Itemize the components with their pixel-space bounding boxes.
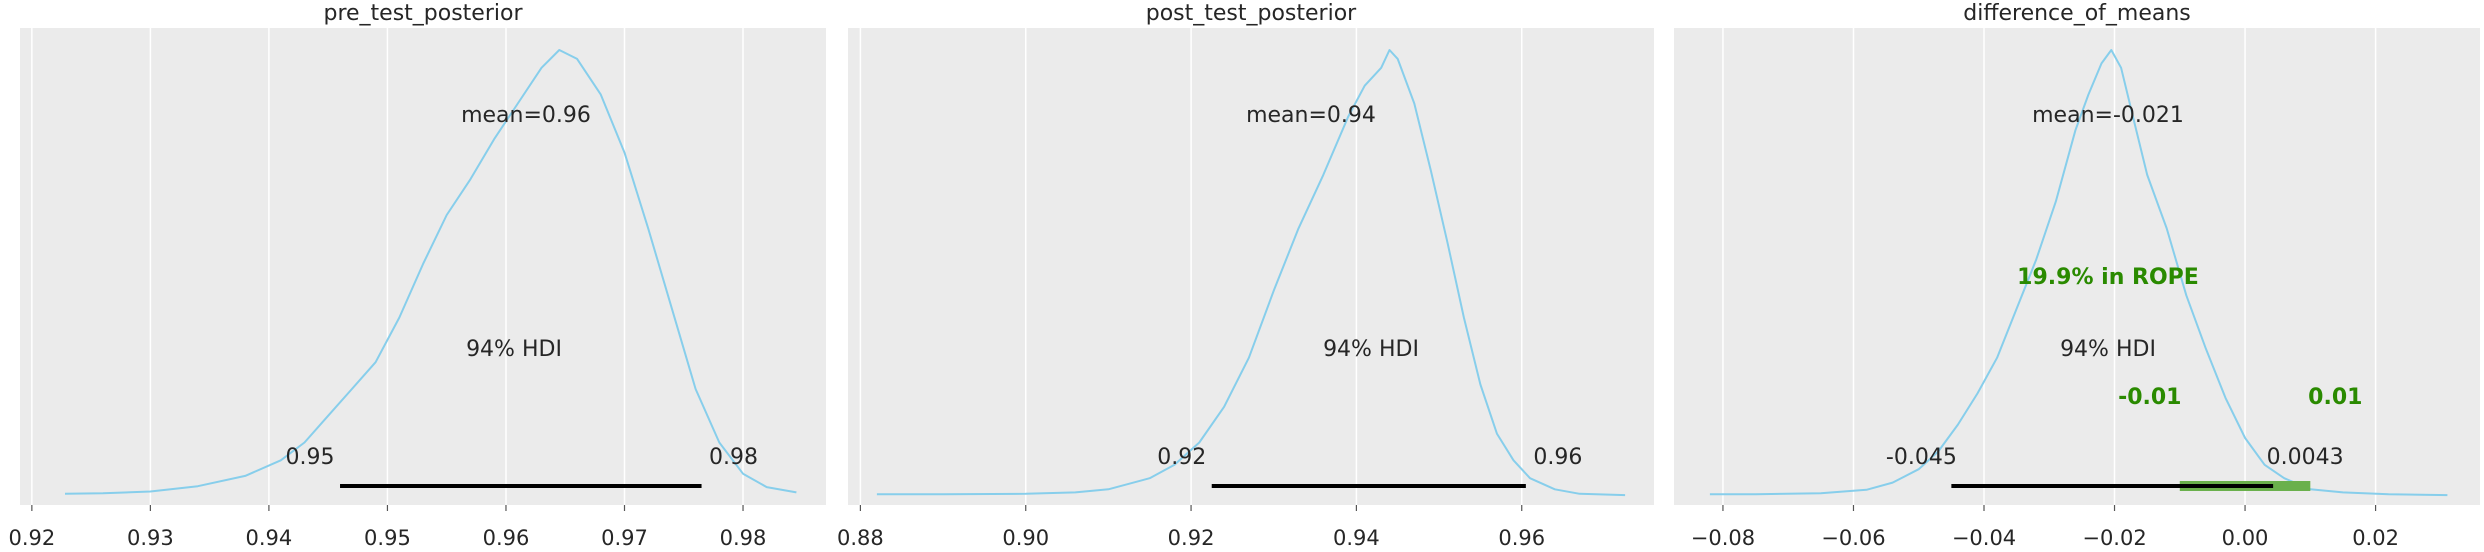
hdi-high-label: 0.98 [709,445,758,470]
x-tick-label: 0.96 [483,526,530,550]
panel-post-test-posterior: post_test_posterior 0.88 0.90 0.92 0.94 0.96 m… [837,1,1654,550]
hdi-label: 94% HDI [1323,337,1419,362]
x-tick-label: −0.08 [1691,526,1755,550]
x-tick-label: 0.97 [601,526,648,550]
hdi-high-label: 0.96 [1533,445,1582,470]
x-tick-label: 0.92 [8,526,55,550]
x-tick-label: 0.94 [1333,526,1380,550]
rope-high-label: 0.01 [2308,385,2362,410]
x-tick-label: 0.90 [1002,526,1049,550]
plot-background [1674,28,2480,505]
hdi-low-label: 0.92 [1157,445,1206,470]
panel-difference-of-means: difference_of_means −0.08 −0.06 −0.04 −0.02 0… [1674,1,2480,550]
panel-title: difference_of_means [1963,1,2191,26]
x-tick-label: 0.93 [127,526,174,550]
plot-background [848,28,1654,505]
hdi-label: 94% HDI [2060,337,2156,362]
x-tick-label: 0.88 [837,526,884,550]
rope-percentage-label: 19.9% in ROPE [2017,265,2199,290]
mean-label: mean=0.94 [1246,103,1376,128]
x-tick-label: −0.02 [2082,526,2146,550]
hdi-high-label: 0.0043 [2267,445,2344,470]
hdi-label: 94% HDI [466,337,562,362]
panel-pre-test-posterior: pre_test_posterior 0.92 0.93 0.94 0.95 0.96 0.… [8,1,826,550]
density-curve [64,49,797,495]
x-tick-label: −0.04 [1952,526,2016,550]
x-tick-label: 0.95 [364,526,411,550]
x-tick-label: 0.02 [2352,526,2399,550]
mean-label: mean=0.96 [461,103,591,128]
x-tick-label: 0.96 [1498,526,1545,550]
x-tick-label: −0.06 [1821,526,1885,550]
density-curve [876,49,1626,497]
mean-label: mean=-0.021 [2032,103,2184,128]
panel-title: pre_test_posterior [323,1,523,26]
x-tick-label: 0.92 [1168,526,1215,550]
x-tick-label: 0.98 [720,526,767,550]
x-tick-label: 0.94 [246,526,293,550]
density-curve [1709,49,2448,497]
rope-low-label: -0.01 [2118,385,2181,410]
panel-title: post_test_posterior [1146,1,1357,26]
hdi-low-label: -0.045 [1886,445,1957,470]
hdi-low-label: 0.95 [286,445,335,470]
x-tick-label: 0.00 [2222,526,2269,550]
